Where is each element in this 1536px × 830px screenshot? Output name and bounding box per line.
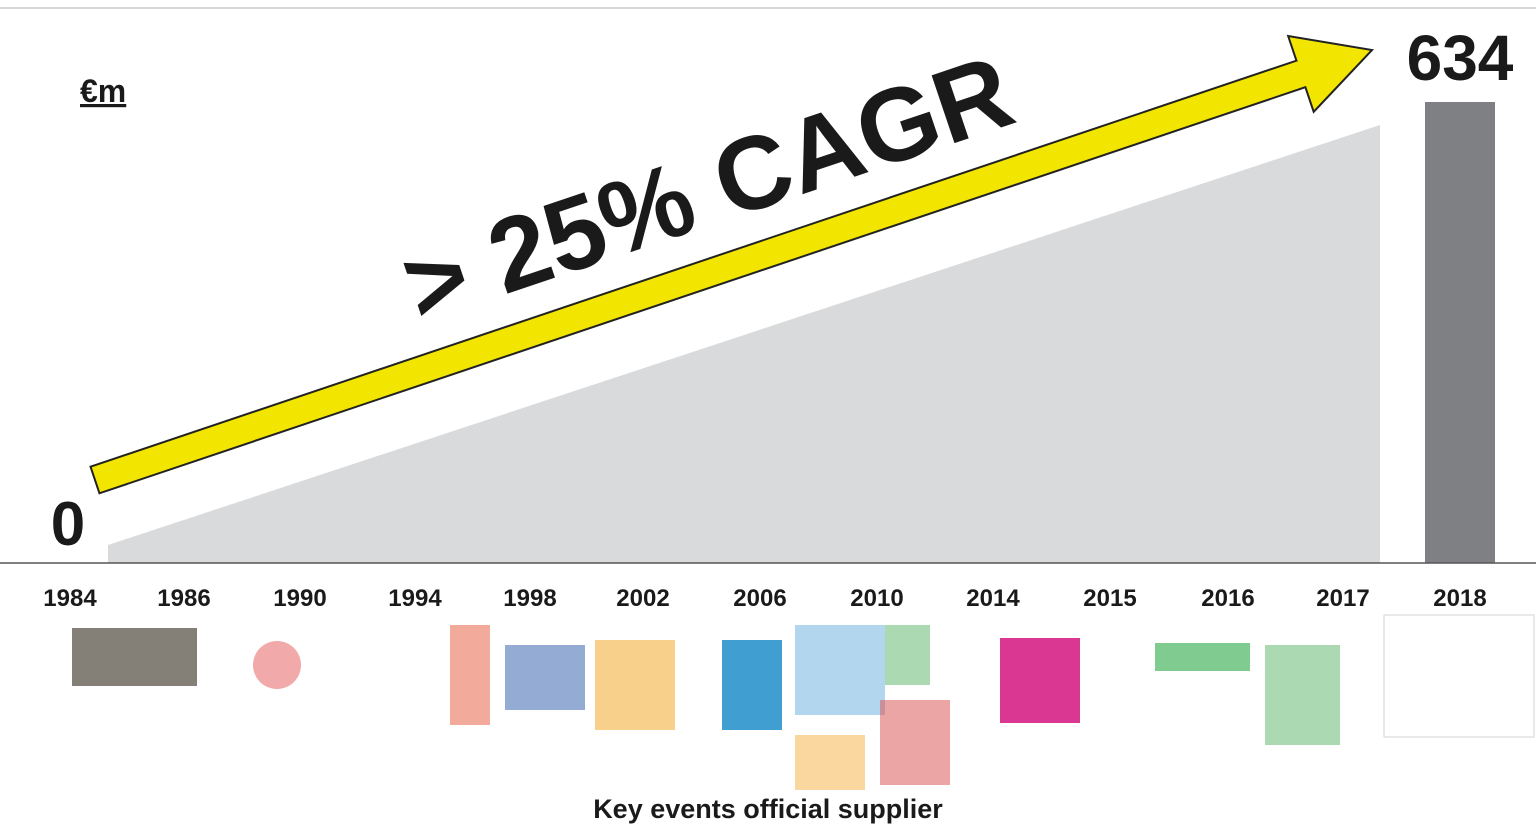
logo xyxy=(795,735,865,790)
logo xyxy=(72,628,197,686)
x-tick-label: 2015 xyxy=(1083,585,1136,612)
growth-area xyxy=(108,125,1380,563)
x-tick-label: 1986 xyxy=(157,585,210,612)
x-tick-label: 1990 xyxy=(273,585,326,612)
logo xyxy=(880,700,950,785)
logo xyxy=(1383,614,1535,738)
unit-label: €m xyxy=(80,73,126,109)
x-tick-label: 1984 xyxy=(43,585,97,612)
x-tick-label: 2018 xyxy=(1433,585,1486,612)
logo xyxy=(795,625,885,715)
footer: Key events official supplier xyxy=(593,794,943,824)
logo xyxy=(1155,643,1250,671)
x-tick-label: 2014 xyxy=(966,585,1020,612)
logo xyxy=(450,625,490,725)
logo xyxy=(1000,638,1080,723)
x-tick-label: 1994 xyxy=(388,585,442,612)
logo xyxy=(1265,645,1340,745)
logo xyxy=(505,645,585,710)
logos xyxy=(72,614,1535,790)
x-tick-label: 2010 xyxy=(850,585,903,612)
logo xyxy=(595,640,675,730)
x-tick-label: 2016 xyxy=(1201,585,1254,612)
x-tick-label: 2002 xyxy=(616,585,669,612)
logo xyxy=(885,625,930,685)
x-tick-label: 2017 xyxy=(1316,585,1369,612)
bar xyxy=(1425,102,1495,563)
arrow-shape xyxy=(89,34,1375,495)
logo xyxy=(722,640,782,730)
value-label: 634 xyxy=(1407,22,1514,94)
logo xyxy=(253,641,301,689)
value-label: 0 xyxy=(51,490,85,559)
x-tick-label: 2006 xyxy=(733,585,786,612)
x-tick-label: 1998 xyxy=(503,585,556,612)
